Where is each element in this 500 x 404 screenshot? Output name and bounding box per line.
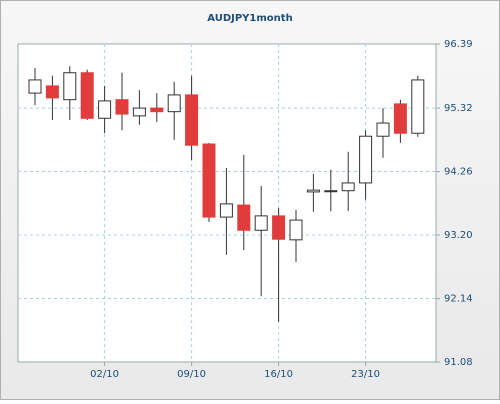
chart-title: AUDJPY1month [207, 13, 292, 24]
candle-body [306, 189, 320, 193]
candle-body [150, 107, 164, 113]
candle-body [45, 85, 59, 99]
candle-body [237, 204, 251, 231]
x-tick-label: 16/10 [264, 369, 293, 380]
candle-body [341, 182, 355, 192]
candle-body [376, 122, 390, 137]
candle-body [393, 103, 407, 134]
candle-body [411, 79, 425, 134]
candle-body [202, 143, 216, 218]
candle-body [185, 94, 199, 146]
y-tick-label: 93.20 [444, 230, 473, 241]
candle-body [167, 94, 181, 113]
y-tick-label: 96.39 [444, 39, 473, 50]
x-tick-label: 09/10 [177, 369, 206, 380]
candle-body [63, 72, 77, 101]
candle-body [254, 215, 268, 231]
y-tick-label: 95.32 [444, 103, 473, 114]
candle-body [28, 79, 42, 94]
candle-body [359, 135, 373, 184]
candle-body [98, 100, 112, 119]
candle-body [115, 99, 129, 115]
candle-body [324, 190, 338, 193]
y-tick-label: 92.14 [444, 294, 473, 305]
candle-body [132, 107, 146, 117]
candle-body [80, 72, 94, 119]
y-tick-label: 94.26 [444, 167, 473, 178]
candle-body [289, 219, 303, 241]
candle-body [219, 203, 233, 218]
y-tick-label: 91.08 [444, 357, 473, 368]
candle-body [272, 215, 286, 240]
x-tick-label: 23/10 [351, 369, 380, 380]
x-tick-label: 02/10 [90, 369, 119, 380]
